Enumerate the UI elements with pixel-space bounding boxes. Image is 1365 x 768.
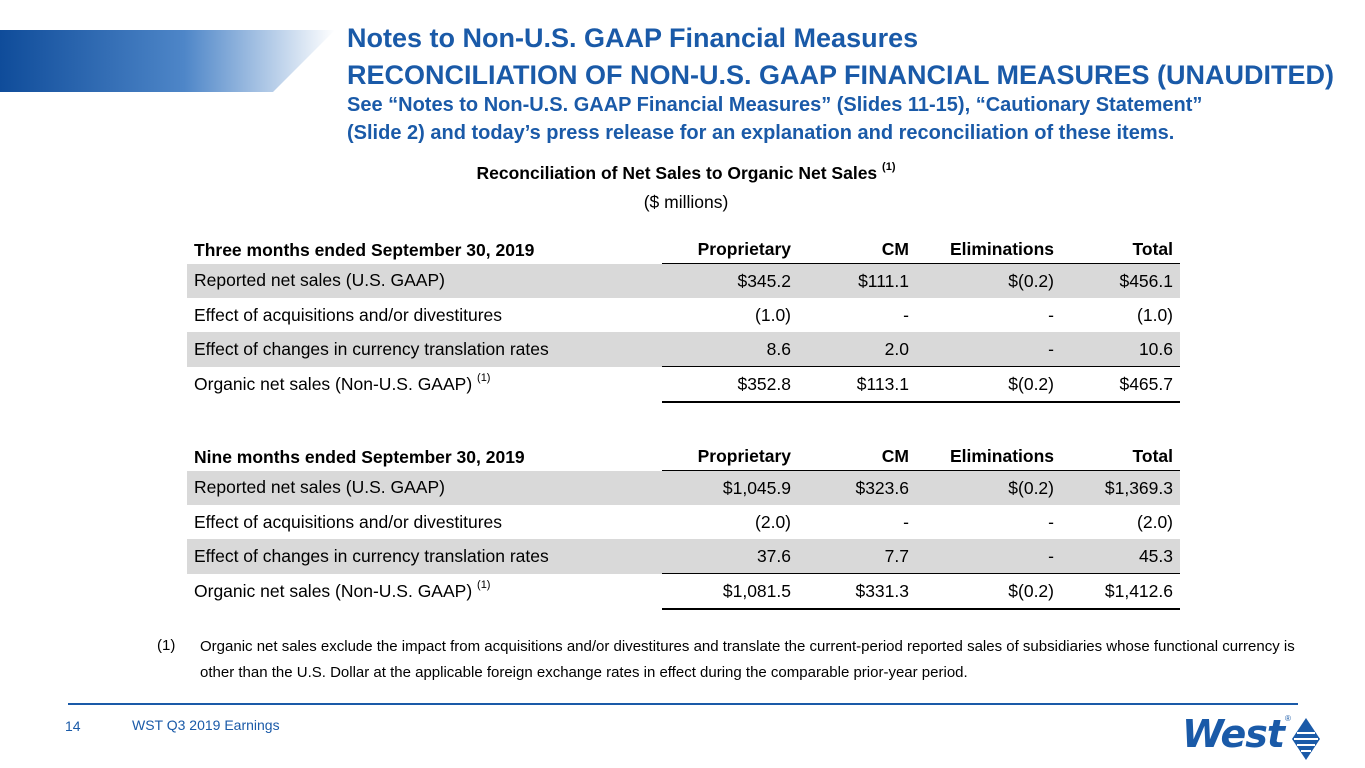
value-cell: - <box>916 332 1061 367</box>
registered-mark: ® <box>1285 714 1291 723</box>
period-label: Nine months ended September 30, 2019 <box>194 446 525 467</box>
value-cell: $1,081.5 <box>662 573 798 610</box>
footnote-text: Organic net sales exclude the impact fro… <box>200 638 1295 681</box>
slide-note-line-1: See “Notes to Non-U.S. GAAP Financial Me… <box>347 94 1203 116</box>
units-label: ($ millions) <box>643 192 729 212</box>
value-cell: $113.1 <box>798 366 916 403</box>
column-header: Total <box>1061 434 1180 471</box>
value-cell: - <box>1048 304 1054 325</box>
value-cell: 2.0 <box>798 332 916 367</box>
value-cell: $(0.2) <box>916 366 1061 403</box>
value-cell: $1,045.9 <box>662 470 798 505</box>
column-header: Total <box>1061 227 1180 264</box>
value-cell: $1,369.3 <box>1061 470 1180 505</box>
section-title: Reconciliation of Net Sales to Organic N… <box>476 161 896 183</box>
row-label: Organic net sales (Non-U.S. GAAP) (1) <box>194 371 491 394</box>
footnote-marker: (1) <box>157 637 176 654</box>
footnote-ref: (1) <box>477 371 491 384</box>
three-months-reconciliation-table: Three months ended September 30, 2019 Pro… <box>187 227 1180 403</box>
value-cell: 8.6 <box>662 332 798 367</box>
value-cell: (2.0) <box>1137 511 1173 532</box>
column-header: Eliminations <box>916 227 1061 264</box>
value-cell: $111.1 <box>798 263 916 298</box>
value-cell: $1,412.6 <box>1061 573 1180 610</box>
row-label: Effect of acquisitions and/or divestitur… <box>194 511 503 532</box>
row-label: Reported net sales (U.S. GAAP) <box>187 470 662 505</box>
row-label: Effect of changes in currency translatio… <box>187 539 662 574</box>
value-cell: - <box>903 511 909 532</box>
table-row: Effect of acquisitions and/or divestitur… <box>187 505 1180 539</box>
slide-heading: RECONCILIATION OF NON-U.S. GAAP FINANCIA… <box>347 60 1335 90</box>
west-logo: West ® <box>1182 712 1322 766</box>
column-header: Proprietary <box>662 227 798 264</box>
value-cell: 7.7 <box>798 539 916 574</box>
row-label: Organic net sales (Non-U.S. GAAP) (1) <box>194 578 491 601</box>
slide-title: Notes to Non-U.S. GAAP Financial Measure… <box>347 23 919 53</box>
value-cell: 45.3 <box>1061 539 1180 574</box>
value-cell: - <box>903 304 909 325</box>
value-cell: $323.6 <box>798 470 916 505</box>
period-label: Three months ended September 30, 2019 <box>194 239 535 260</box>
value-cell: 10.6 <box>1061 332 1180 367</box>
footnote-ref: (1) <box>477 578 491 591</box>
footer-label: WST Q3 2019 Earnings <box>132 717 280 733</box>
table-row: Reported net sales (U.S. GAAP) $345.2 $111… <box>187 263 1180 298</box>
value-cell: $(0.2) <box>916 573 1061 610</box>
table-row: Reported net sales (U.S. GAAP) $1,045.9 $3… <box>187 470 1180 505</box>
table-header-row: Nine months ended September 30, 2019 Prop… <box>187 434 1180 471</box>
column-header: CM <box>798 227 916 264</box>
column-header: CM <box>798 434 916 471</box>
value-cell: $331.3 <box>798 573 916 610</box>
row-label: Reported net sales (U.S. GAAP) <box>187 263 662 298</box>
table-row: Effect of changes in currency translatio… <box>187 539 1180 574</box>
value-cell: - <box>1048 511 1054 532</box>
slide-note-line-2: (Slide 2) and today’s press release for … <box>347 122 1175 144</box>
row-label: Effect of changes in currency translatio… <box>187 332 662 367</box>
value-cell: (1.0) <box>1137 304 1173 325</box>
table-row: Effect of changes in currency translatio… <box>187 332 1180 367</box>
value-cell: 37.6 <box>662 539 798 574</box>
table-row: Organic net sales (Non-U.S. GAAP) (1) $1,… <box>187 573 1180 610</box>
value-cell: $(0.2) <box>916 470 1061 505</box>
value-cell: $352.8 <box>662 366 798 403</box>
value-cell: $345.2 <box>662 263 798 298</box>
table-row: Effect of acquisitions and/or divestitur… <box>187 298 1180 332</box>
row-label: Effect of acquisitions and/or divestitur… <box>194 304 503 325</box>
column-header: Proprietary <box>662 434 798 471</box>
table-row: Organic net sales (Non-U.S. GAAP) (1) $35… <box>187 366 1180 403</box>
diamond-logo-icon <box>1291 717 1320 760</box>
column-header: Eliminations <box>916 434 1061 471</box>
table-header-row: Three months ended September 30, 2019 Pro… <box>187 227 1180 264</box>
value-cell: $465.7 <box>1061 366 1180 403</box>
value-cell: (1.0) <box>755 304 791 325</box>
value-cell: - <box>916 539 1061 574</box>
value-cell: $456.1 <box>1061 263 1180 298</box>
footer-rule <box>68 703 1298 705</box>
header-banner-graphic <box>0 30 335 92</box>
value-cell: $(0.2) <box>916 263 1061 298</box>
logo-wordmark: West <box>1182 712 1285 756</box>
nine-months-reconciliation-table: Nine months ended September 30, 2019 Prop… <box>187 434 1180 610</box>
footnote-ref: (1) <box>882 161 896 173</box>
page-number: 14 <box>65 718 81 734</box>
value-cell: (2.0) <box>755 511 791 532</box>
